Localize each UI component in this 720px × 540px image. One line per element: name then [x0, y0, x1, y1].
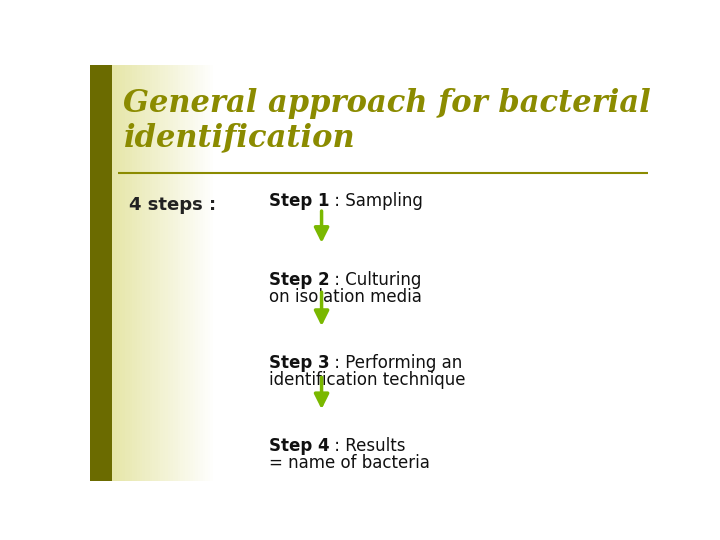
Text: : Performing an: : Performing an [329, 354, 462, 372]
FancyBboxPatch shape [90, 65, 112, 481]
FancyBboxPatch shape [175, 65, 178, 481]
FancyBboxPatch shape [178, 65, 180, 481]
FancyBboxPatch shape [135, 65, 138, 481]
FancyBboxPatch shape [165, 65, 168, 481]
FancyBboxPatch shape [155, 65, 158, 481]
Text: Step 1: Step 1 [269, 192, 329, 210]
FancyBboxPatch shape [140, 65, 143, 481]
FancyBboxPatch shape [180, 65, 183, 481]
FancyBboxPatch shape [195, 65, 198, 481]
FancyBboxPatch shape [173, 65, 175, 481]
Text: : Sampling: : Sampling [329, 192, 423, 210]
FancyBboxPatch shape [145, 65, 148, 481]
FancyBboxPatch shape [198, 65, 200, 481]
FancyBboxPatch shape [163, 65, 165, 481]
Text: 4 steps :: 4 steps : [129, 196, 216, 214]
FancyBboxPatch shape [190, 65, 193, 481]
FancyBboxPatch shape [153, 65, 155, 481]
Text: Step 3: Step 3 [269, 354, 329, 372]
Text: : Results: : Results [329, 437, 405, 455]
FancyBboxPatch shape [158, 65, 160, 481]
FancyBboxPatch shape [117, 65, 120, 481]
FancyBboxPatch shape [143, 65, 145, 481]
FancyBboxPatch shape [127, 65, 130, 481]
FancyBboxPatch shape [148, 65, 150, 481]
FancyBboxPatch shape [112, 65, 114, 481]
FancyBboxPatch shape [114, 65, 117, 481]
FancyBboxPatch shape [170, 65, 173, 481]
FancyBboxPatch shape [130, 65, 132, 481]
FancyBboxPatch shape [185, 65, 188, 481]
Text: = name of bacteria: = name of bacteria [269, 454, 429, 472]
FancyBboxPatch shape [183, 65, 185, 481]
FancyBboxPatch shape [168, 65, 170, 481]
FancyBboxPatch shape [188, 65, 190, 481]
FancyBboxPatch shape [122, 65, 125, 481]
FancyBboxPatch shape [132, 65, 135, 481]
Text: General approach for bacterial
identification: General approach for bacterial identific… [124, 87, 651, 153]
Text: identification technique: identification technique [269, 371, 465, 389]
FancyBboxPatch shape [193, 65, 195, 481]
FancyBboxPatch shape [160, 65, 163, 481]
Text: Step 4: Step 4 [269, 437, 329, 455]
Text: Step 2: Step 2 [269, 271, 329, 288]
FancyBboxPatch shape [125, 65, 127, 481]
Text: : Culturing: : Culturing [329, 271, 422, 288]
FancyBboxPatch shape [120, 65, 122, 481]
FancyBboxPatch shape [200, 65, 203, 481]
Text: on isolation media: on isolation media [269, 288, 421, 306]
FancyBboxPatch shape [138, 65, 140, 481]
FancyBboxPatch shape [150, 65, 153, 481]
